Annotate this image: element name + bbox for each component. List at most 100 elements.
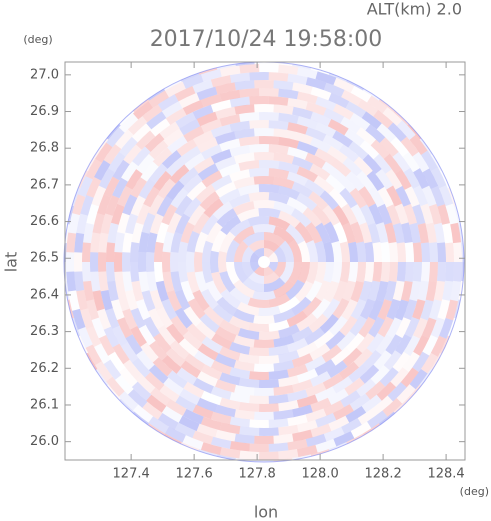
radar-cell	[325, 330, 346, 350]
radar-cell	[445, 299, 459, 321]
y-axis-label: lat	[2, 252, 21, 273]
radar-cell	[258, 305, 281, 316]
radar-cell	[122, 308, 138, 330]
radar-cell	[216, 208, 237, 228]
radar-cell	[193, 156, 215, 174]
radar-cell	[450, 222, 462, 244]
radar-cell	[356, 170, 375, 192]
radar-cell	[215, 106, 236, 120]
radar-cell	[428, 242, 438, 262]
radar-cell	[92, 290, 105, 312]
radar-cell	[97, 252, 107, 272]
radar-cell	[107, 222, 119, 244]
radar-cell	[131, 222, 144, 244]
radar-cell	[296, 419, 318, 433]
radar-cell	[199, 313, 220, 333]
radar-cell	[287, 337, 309, 353]
radar-cell	[145, 251, 155, 273]
radar-cell	[219, 231, 236, 253]
radar-cell	[250, 262, 260, 272]
radar-cell	[383, 350, 402, 371]
radar-cell	[273, 246, 286, 262]
radar-cell	[234, 240, 249, 262]
radar-cell	[154, 241, 164, 262]
radar-cell	[205, 222, 223, 244]
radar-cell	[264, 277, 286, 292]
radar-cell	[268, 442, 289, 452]
radar-cell	[296, 116, 318, 130]
radar-cell	[202, 240, 214, 262]
radar-cell	[373, 395, 394, 414]
radar-cell	[291, 208, 312, 228]
radar-cell	[379, 137, 399, 157]
radar-cell	[412, 242, 422, 262]
radar-cell	[95, 138, 109, 155]
radar-cell	[132, 146, 151, 167]
radar-cell	[273, 262, 286, 278]
radar-cell	[249, 144, 270, 153]
radar-cell	[242, 246, 255, 262]
radar-cell	[327, 388, 349, 405]
radar-cell	[112, 343, 130, 365]
radar-cell	[430, 185, 446, 207]
y-tick-label: 26.9	[30, 104, 59, 119]
radar-cell	[83, 280, 95, 302]
radar-cell	[428, 203, 442, 225]
radar-cell	[217, 250, 228, 274]
radar-cell	[254, 79, 274, 89]
radar-cell	[247, 216, 270, 227]
radar-cell	[184, 353, 205, 372]
radar-cell	[178, 415, 200, 432]
radar-cell	[186, 323, 207, 343]
radar-cell	[201, 170, 223, 188]
radar-cell	[119, 398, 135, 414]
radar-cell	[357, 99, 379, 117]
radar-cell	[239, 450, 260, 460]
radar-cell	[404, 262, 414, 282]
radar-cell	[133, 99, 150, 113]
radar-cell	[200, 68, 222, 82]
radar-cell	[273, 176, 295, 190]
radar-cell	[395, 169, 412, 190]
radar-cell	[194, 271, 209, 293]
radar-cell	[268, 72, 289, 82]
radar-cell	[219, 89, 241, 102]
radar-cell	[314, 262, 326, 284]
radar-cell	[194, 231, 209, 253]
radar-cell	[216, 64, 236, 70]
radar-cell	[380, 262, 390, 283]
radar-cell	[233, 279, 255, 299]
radar-cell	[157, 413, 179, 430]
radar-cell	[264, 248, 274, 258]
radar-cell	[186, 230, 200, 253]
radar-cell	[180, 360, 201, 379]
radar-cell	[175, 395, 197, 412]
radar-cell	[156, 307, 173, 329]
radar-cell	[210, 360, 232, 375]
radar-cell	[252, 290, 276, 300]
radar-cell	[219, 319, 241, 336]
radar-cell	[183, 197, 202, 218]
radar-cell	[182, 74, 204, 89]
radar-cell	[234, 104, 255, 115]
radar-cell	[180, 72, 200, 82]
radar-cell	[211, 333, 233, 350]
radar-cell	[146, 232, 158, 253]
radar-cell	[332, 404, 354, 421]
radar-cell	[178, 241, 189, 262]
radar-cell	[147, 88, 165, 101]
radar-cell	[350, 298, 367, 320]
radar-cell	[430, 352, 442, 371]
radar-cell	[336, 173, 356, 193]
radar-cell	[323, 400, 345, 416]
radar-cell	[285, 279, 305, 300]
radar-cell	[323, 82, 345, 98]
radar-cell	[90, 232, 101, 253]
radar-cell	[258, 403, 280, 412]
radar-cell	[292, 131, 313, 145]
radar-cell	[229, 315, 251, 331]
radar-cell	[237, 208, 260, 223]
radar-cell	[152, 357, 173, 377]
radar-cell	[234, 262, 249, 284]
